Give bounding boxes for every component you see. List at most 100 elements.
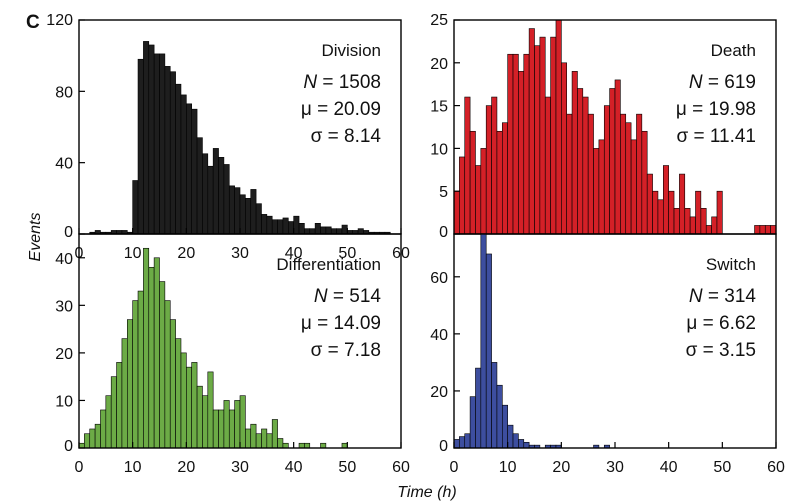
bar-differentiation <box>277 438 284 449</box>
y-tick-label-death: 10 <box>430 141 448 158</box>
bar-differentiation <box>175 338 182 449</box>
bar-differentiation <box>116 362 123 449</box>
panel-switch: 0 20 40 60 0 10 20 30 40 50 60 Switch N = 314 μ = 6.6… <box>430 233 785 476</box>
bar-death <box>716 190 723 235</box>
bar-division <box>309 228 316 235</box>
bar-division <box>180 94 187 235</box>
bar-division <box>148 44 155 235</box>
panel-death: 0 5 10 15 20 25 Death N = 619 μ = 19.98 σ = 11.41 <box>430 12 777 241</box>
bar-death <box>646 173 653 235</box>
bar-differentiation <box>250 423 257 449</box>
y-tick-label-differentiation: 0 <box>64 438 73 455</box>
bar-differentiation <box>127 319 133 449</box>
bar-division <box>304 228 311 235</box>
bar-division <box>250 189 257 235</box>
y-tick-label-differentiation: 40 <box>55 251 73 268</box>
bar-switch <box>480 233 487 449</box>
bar-death <box>662 165 669 235</box>
stat-sd-division: σ = 8.14 <box>311 126 382 147</box>
bar-differentiation <box>169 319 176 449</box>
bar-differentiation <box>89 428 96 449</box>
bar-division <box>293 215 300 235</box>
bar-division <box>320 226 327 235</box>
bar-differentiation <box>341 442 348 449</box>
bar-death <box>539 36 546 235</box>
x-tick-label-division: 40 <box>285 245 303 262</box>
y-tick-label-switch: 40 <box>430 327 448 344</box>
stat-n-division: N = 1508 <box>303 72 381 93</box>
bar-differentiation <box>180 352 187 449</box>
bar-division <box>325 226 332 235</box>
panel-differentiation: 0 10 20 30 40 0 10 20 30 40 50 60 Differentiation N =… <box>55 233 410 476</box>
bar-division <box>175 83 182 235</box>
bar-death <box>507 53 514 235</box>
x-tick-label-differentiation: 0 <box>75 459 84 476</box>
bar-death <box>657 199 664 235</box>
bar-division <box>223 164 230 235</box>
bar-division <box>132 180 139 235</box>
bar-division <box>314 223 321 235</box>
bar-differentiation <box>84 433 91 449</box>
bar-differentiation <box>218 409 225 449</box>
bar-division <box>234 187 241 235</box>
bar-differentiation <box>137 290 144 449</box>
panel-title-division: Division <box>321 41 381 60</box>
bar-differentiation <box>255 433 262 449</box>
bar-death <box>496 130 503 235</box>
x-tick-label-division: 10 <box>124 245 142 262</box>
y-axis-title: Events <box>27 213 44 262</box>
x-tick-label-switch: 40 <box>660 459 678 476</box>
bar-death <box>620 113 627 235</box>
bar-differentiation <box>100 409 107 449</box>
bar-switch <box>475 367 482 449</box>
bar-differentiation <box>266 433 273 449</box>
bar-differentiation <box>212 409 219 449</box>
x-tick-label-division: 50 <box>338 245 356 262</box>
bar-division <box>143 41 150 235</box>
bar-division <box>191 108 198 235</box>
bar-differentiation <box>110 376 117 449</box>
bar-differentiation <box>234 400 241 449</box>
bar-death <box>587 113 594 235</box>
bar-death <box>764 225 771 235</box>
bar-differentiation <box>304 442 311 449</box>
bar-death <box>518 71 525 235</box>
bar-differentiation <box>159 281 166 449</box>
bar-differentiation <box>78 442 85 449</box>
bar-division <box>336 228 343 235</box>
bar-death <box>571 71 578 235</box>
bar-death <box>501 122 508 235</box>
bar-death <box>491 96 498 235</box>
bar-death <box>582 96 589 235</box>
bar-division <box>212 148 219 235</box>
bar-division <box>186 103 193 235</box>
panel-label: C <box>26 12 40 33</box>
bar-death <box>695 190 702 235</box>
stat-mean-switch: μ = 6.62 <box>686 313 756 334</box>
stat-sd-differentiation: σ = 7.18 <box>311 340 381 361</box>
bar-death <box>593 148 600 235</box>
y-tick-label-differentiation: 10 <box>55 393 73 410</box>
bar-division <box>298 223 305 235</box>
stat-sd-death: σ = 11.41 <box>676 126 756 147</box>
y-tick-label-death: 15 <box>430 99 448 116</box>
bar-switch <box>491 362 498 449</box>
bar-death <box>625 122 632 235</box>
stat-n-differentiation: N = 514 <box>314 286 382 307</box>
bar-switch <box>512 433 519 449</box>
bar-differentiation <box>186 366 193 449</box>
stat-mean-death: μ = 19.98 <box>676 99 756 120</box>
stat-mean-division: μ = 20.09 <box>301 99 381 120</box>
bar-death <box>485 105 492 235</box>
bar-division <box>266 215 273 235</box>
x-tick-label-switch: 10 <box>499 459 517 476</box>
bar-division <box>153 53 160 235</box>
bar-differentiation <box>245 428 252 449</box>
bar-death <box>754 225 761 235</box>
panel-title-death: Death <box>711 41 756 60</box>
bar-differentiation <box>191 362 198 449</box>
stat-sd-switch: σ = 3.15 <box>686 340 756 361</box>
bar-death <box>770 225 777 235</box>
